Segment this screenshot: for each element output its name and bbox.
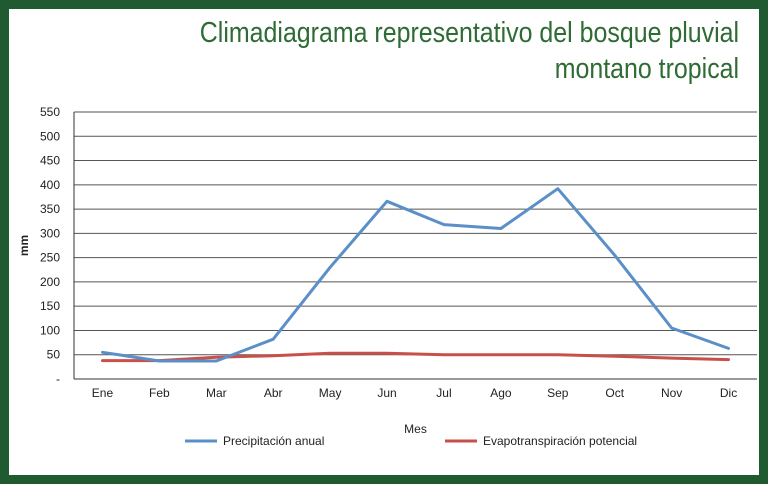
legend-label: Evapotranspiración potencial — [483, 434, 637, 448]
y-tick-label: 100 — [40, 323, 60, 337]
x-tick-label: Mar — [206, 386, 227, 400]
y-tick-label: 50 — [47, 348, 61, 362]
series-line-precipitacion — [101, 187, 730, 363]
x-tick-label: Abr — [264, 386, 283, 400]
series-line-evapotranspiracion — [101, 351, 730, 363]
y-tick-label: 200 — [40, 275, 60, 289]
y-tick-label: 400 — [40, 178, 60, 192]
y-tick-label: 300 — [40, 226, 60, 240]
x-axis-title: Mes — [404, 422, 427, 436]
y-tick-label: 150 — [40, 299, 60, 313]
x-tick-label: Dic — [720, 386, 737, 400]
x-tick-label: Jun — [377, 386, 396, 400]
x-tick-label: Feb — [149, 386, 170, 400]
chart-title-line-2: montano tropical — [554, 53, 739, 85]
y-tick-label: - — [56, 372, 60, 386]
x-tick-label: May — [319, 386, 342, 400]
x-tick-label: Sep — [547, 386, 569, 400]
x-tick-label: Ago — [490, 386, 512, 400]
x-tick-label: Ene — [92, 386, 114, 400]
chart-title-line-1: Climadiagrama representativo del bosque … — [199, 17, 739, 49]
y-axis-title: mm — [17, 235, 31, 256]
y-tick-label: 250 — [40, 251, 60, 265]
chart-panel: Climadiagrama representativo del bosque … — [9, 9, 759, 475]
chart-title: Climadiagrama representativo del bosque … — [200, 15, 739, 87]
y-tick-label: 500 — [40, 129, 60, 143]
x-tick-label: Jul — [436, 386, 451, 400]
y-tick-label: 450 — [40, 154, 60, 168]
legend-label: Precipitación anual — [223, 434, 324, 448]
y-tick-label: 350 — [40, 202, 60, 216]
x-tick-label: Oct — [605, 386, 624, 400]
y-tick-label: 550 — [40, 105, 60, 119]
x-tick-label: Nov — [661, 386, 682, 400]
